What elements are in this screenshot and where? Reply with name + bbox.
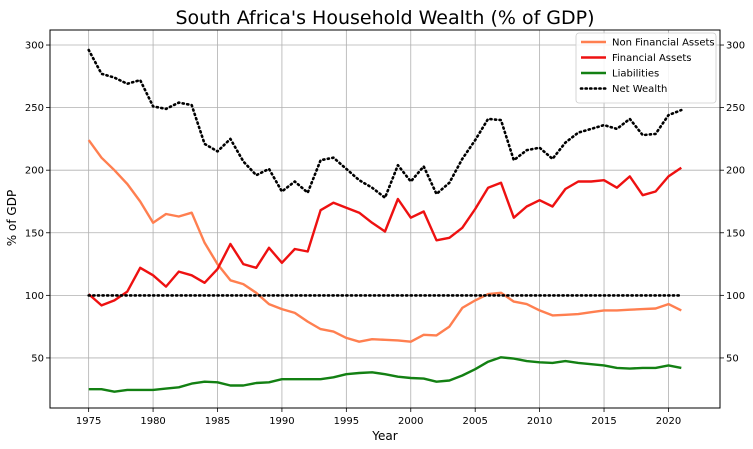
- legend-label: Financial Assets: [612, 53, 692, 64]
- y-tick-label-right: 50: [726, 353, 739, 364]
- x-tick-label: 1980: [140, 416, 165, 427]
- y-tick-label-left: 300: [25, 41, 44, 52]
- y-tick-label-right: 200: [726, 166, 745, 177]
- legend: Non Financial Assets Financial Assets Liab…: [575, 32, 717, 104]
- x-tick-label: 2010: [527, 416, 552, 427]
- x-tick-label: 1990: [269, 416, 294, 427]
- y-tick-label-left: 250: [25, 103, 44, 114]
- x-tick-label: 2005: [462, 416, 487, 427]
- y-axis-label: % of GDP: [5, 190, 19, 246]
- series-layer: [87, 48, 683, 393]
- legend-label: Net Wealth: [612, 84, 667, 95]
- chart-title: South Africa's Household Wealth (% of GD…: [175, 7, 594, 29]
- series-line-liabilities: [88, 356, 682, 393]
- y-tick-label-left: 200: [25, 166, 44, 177]
- series-line-net-wealth: [87, 48, 683, 199]
- y-tick-label-right: 100: [726, 291, 745, 302]
- plot-frame: [49, 29, 721, 409]
- y-tick-label-left: 150: [25, 228, 44, 239]
- x-tick-label: 2000: [398, 416, 423, 427]
- x-tick-label: 1985: [205, 416, 230, 427]
- legend-label: Liabilities: [612, 69, 659, 80]
- legend-label: Non Financial Assets: [612, 38, 715, 49]
- y-tick-label-right: 300: [726, 41, 745, 52]
- x-tick-label: 2020: [656, 416, 681, 427]
- x-tick-label: 2015: [591, 416, 616, 427]
- y-tick-label-right: 150: [726, 228, 745, 239]
- x-tick-label: 1975: [76, 416, 101, 427]
- legend-box: [575, 32, 717, 104]
- y-tick-label-left: 50: [31, 353, 44, 364]
- x-tick-label: 1995: [334, 416, 359, 427]
- series-line-non-financial-assets: [87, 139, 682, 343]
- series-line-financial-assets: [87, 166, 682, 307]
- x-axis-label: Year: [371, 429, 397, 443]
- axis-ticks: 1975 1980 1985 1990 1995 2000 2005 2010 2015 2020…: [25, 41, 745, 427]
- y-tick-label-left: 100: [25, 291, 44, 302]
- y-tick-label-right: 250: [726, 103, 745, 114]
